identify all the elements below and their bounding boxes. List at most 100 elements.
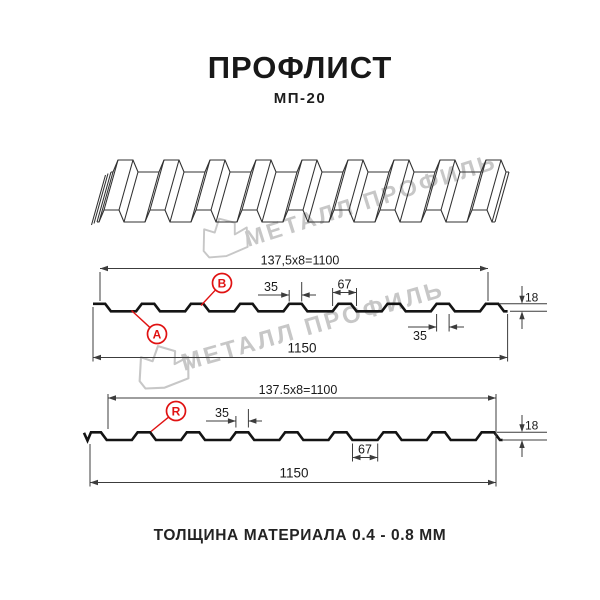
rib-top-width-label: 35 — [264, 280, 278, 294]
rib-edge-line — [118, 159, 134, 211]
rib-edge-line — [123, 171, 139, 223]
variant-circle — [146, 323, 168, 345]
leader-line — [150, 416, 170, 433]
rib-edge-line — [236, 171, 252, 223]
arrowhead — [449, 324, 458, 330]
rib-edge-line — [302, 159, 318, 211]
arrowhead — [332, 289, 341, 296]
rib-edge-line — [287, 159, 303, 211]
arrowhead — [499, 354, 508, 361]
variant-circle — [165, 400, 187, 422]
arrowhead — [519, 295, 525, 304]
variant-letter: A — [153, 327, 162, 341]
arrowhead — [348, 289, 357, 296]
pitch-dimension-label: 137.5x8=1100 — [259, 383, 338, 397]
arrowhead — [90, 479, 98, 486]
arrowhead — [519, 311, 525, 320]
rib-edge-line — [491, 171, 507, 223]
rib-edge-line — [494, 171, 510, 223]
rib-top-width-label: 35 — [215, 406, 229, 420]
rib-edge-line — [374, 171, 390, 223]
rib-edge-line — [471, 159, 487, 211]
watermark: МЕТАЛЛ ПРОФИЛЬ — [138, 276, 448, 390]
watermark: МЕТАЛЛ ПРОФИЛЬ — [202, 148, 501, 259]
rib-edge-line — [307, 171, 323, 223]
pitch-dimension-label: 137,5x8=1100 — [261, 254, 340, 268]
arrowhead — [369, 454, 378, 461]
rib-edge-line — [164, 159, 180, 211]
arrowhead — [488, 395, 496, 401]
rib-edge-line — [282, 171, 298, 223]
rib-edge-line — [333, 159, 349, 211]
leader-line — [200, 289, 217, 306]
rib-edge-line — [96, 171, 112, 223]
variant-label-r: R — [150, 400, 187, 433]
rib-edge-line — [440, 159, 456, 211]
rib-edge-line — [445, 171, 461, 223]
profile-outline — [93, 302, 508, 313]
watermark-text: МЕТАЛЛ ПРОФИЛЬ — [242, 148, 501, 252]
rib-edge-line — [256, 159, 272, 211]
rib-edge-line — [420, 171, 436, 223]
arrowhead — [227, 418, 236, 424]
profile-drawing-bottom: 137.5x8=1100 R 35 67 18 1150 — [82, 383, 547, 487]
arrowhead — [248, 418, 257, 424]
arrowhead — [93, 354, 101, 361]
page-subtitle: МП-20 — [273, 90, 327, 107]
sheet-3d-view — [90, 159, 510, 226]
profile-outline — [82, 430, 503, 444]
rib-edge-line — [399, 171, 415, 223]
rib-edge-line — [466, 171, 482, 223]
watermark-logo-icon — [138, 345, 190, 390]
arrowhead — [488, 479, 496, 486]
rib-edge-line — [103, 159, 119, 211]
end-cap-line — [90, 174, 107, 226]
height-label: 18 — [525, 419, 539, 433]
profile-drawing-top: 137,5x8=1100 B A 35 67 18 35 1150 — [92, 254, 547, 362]
leader-line — [131, 309, 151, 329]
rib-edge-line — [379, 159, 395, 211]
rib-edge-line — [215, 171, 231, 223]
valley-width-label: 67 — [358, 443, 372, 457]
page-title: ПРОФЛИСТ — [207, 50, 393, 85]
rib-edge-line — [328, 171, 344, 223]
end-cap-line — [93, 173, 109, 224]
variant-label-a: A — [131, 309, 168, 345]
arrowhead — [281, 292, 290, 298]
rib-edge-line — [98, 171, 114, 223]
arrowhead — [301, 292, 310, 298]
rib-edge-line — [348, 159, 364, 211]
arrowhead — [108, 395, 116, 401]
arrowhead — [352, 454, 361, 461]
rib-edge-line — [195, 159, 211, 211]
rib-edge-line — [144, 171, 160, 223]
rib-base-width-label: 67 — [338, 278, 352, 292]
rib-edge-line — [241, 159, 257, 211]
material-thickness-note: ТОЛЩИНА МАТЕРИАЛА 0.4 - 0.8 ММ — [153, 527, 447, 544]
variant-letter: R — [172, 404, 181, 418]
rib-edge-line — [353, 171, 369, 223]
rib-edge-line — [190, 171, 206, 223]
overall-width-label: 1150 — [279, 466, 308, 481]
variant-circle — [211, 272, 233, 294]
rib-edge-line — [486, 159, 502, 211]
rib-edge-line — [149, 159, 165, 211]
arrowhead — [480, 265, 488, 272]
arrowhead — [100, 265, 108, 272]
sheet-near-edge — [97, 209, 495, 223]
height-label: 18 — [525, 291, 539, 305]
variant-letter: B — [218, 276, 227, 290]
overall-width-label: 1150 — [287, 341, 316, 356]
rib-edge-line — [169, 171, 185, 223]
watermark-logo-icon — [202, 217, 249, 259]
variant-label-b: B — [200, 272, 233, 306]
rib-edge-line — [261, 171, 277, 223]
rib-edge-line — [425, 159, 441, 211]
rib-top-width-label: 35 — [413, 329, 427, 343]
arrowhead — [519, 440, 525, 448]
sheet-far-edge — [111, 159, 509, 173]
rib-edge-line — [394, 159, 410, 211]
arrowhead — [428, 324, 437, 330]
